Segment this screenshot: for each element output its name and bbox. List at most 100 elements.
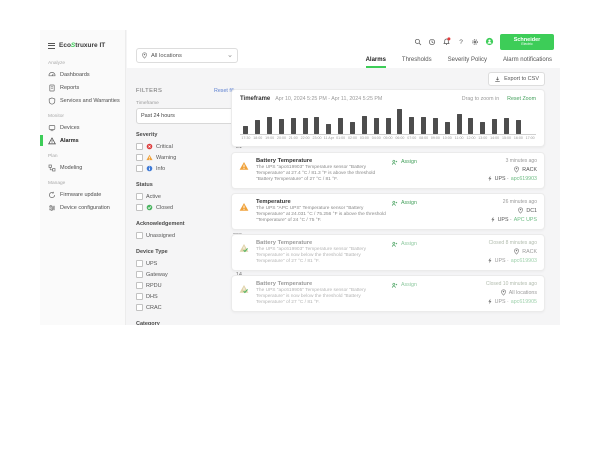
help-icon[interactable]: ? — [457, 38, 465, 46]
alarm-card[interactable]: Battery Temperature The UPS "apc619905" T… — [231, 275, 545, 312]
sidebar-item-label: Modeling — [60, 164, 83, 171]
alarm-device: UPS · apc619905 — [487, 298, 537, 305]
filter-option-ups[interactable]: UPS342 — [136, 258, 242, 269]
chart-bar-slot — [465, 117, 477, 134]
assign-label: Assign — [401, 241, 417, 247]
chart-bar-slot — [335, 118, 347, 134]
assign-button[interactable]: Assign — [391, 199, 443, 224]
filter-option-unassigned[interactable]: Unassigned366 — [136, 230, 242, 241]
checkbox[interactable] — [136, 282, 143, 289]
checkbox[interactable] — [136, 154, 143, 161]
chart-tick-label: 20:00 — [276, 136, 286, 140]
search-icon[interactable] — [414, 38, 422, 46]
alarm-meta: 26 minutes ago DC1 UPS · APC UPS — [447, 199, 537, 224]
alarm-location: DC1 — [517, 207, 537, 214]
alarm-timestamp: Closed 8 minutes ago — [488, 240, 537, 246]
sidebar-item-devices[interactable]: Devices — [40, 121, 125, 134]
chart-bar — [515, 119, 521, 134]
reset-zoom-link[interactable]: Reset Zoom — [507, 96, 536, 102]
filter-option-label: Active — [146, 193, 161, 200]
assign-button[interactable]: Assign — [391, 281, 443, 306]
sidebar-item-firmware-update[interactable]: Firmware update — [40, 188, 125, 201]
history-icon[interactable] — [428, 38, 436, 46]
chart-bar — [444, 122, 450, 134]
filter-option-warning[interactable]: Warning191 — [136, 152, 242, 163]
checkbox[interactable] — [136, 293, 143, 300]
schneider-electric-logo[interactable]: Schneider Electric — [500, 34, 554, 50]
filter-option-label: Critical — [156, 143, 173, 150]
alarm-card[interactable]: Battery Temperature The UPS "apc619903" T… — [231, 234, 545, 271]
filter-option-active[interactable]: Active14 — [136, 191, 242, 202]
checkbox[interactable] — [136, 204, 143, 211]
sidebar-item-label: Device configuration — [60, 204, 110, 211]
filter-option-critical[interactable]: Critical81 — [136, 141, 242, 152]
download-icon — [494, 76, 501, 83]
alarm-activity-chart[interactable] — [240, 107, 536, 135]
filter-option-label: DHS — [146, 293, 158, 300]
reset-filters-link[interactable]: Reset filters — [214, 88, 242, 94]
filter-option-label: Gateway — [146, 271, 168, 278]
checkbox[interactable] — [136, 271, 143, 278]
filter-option-closed[interactable]: Closed352 — [136, 202, 242, 213]
chart-bar — [267, 116, 273, 134]
tab-alarm-notifications[interactable]: Alarm notifications — [502, 57, 552, 63]
location-selector[interactable]: All locations — [136, 48, 238, 63]
checkbox[interactable] — [136, 165, 143, 172]
chart-bar — [503, 118, 509, 134]
sidebar-item-device-configuration[interactable]: Device configuration — [40, 201, 125, 214]
checkbox[interactable] — [136, 143, 143, 150]
filter-option-gateway[interactable]: Gateway 14 — [136, 269, 242, 280]
alarms-icon — [48, 136, 56, 145]
alarm-card[interactable]: Battery Temperature The UPS "apc619903" T… — [231, 152, 545, 189]
sidebar-item-reports[interactable]: Reports — [40, 81, 125, 94]
filter-option-info[interactable]: Info94 — [136, 163, 242, 174]
alarm-device-type: UPS · — [497, 216, 512, 223]
hamburger-menu-icon[interactable] — [48, 41, 55, 50]
chart-bar-slot — [382, 117, 394, 134]
chart-tick-label: 15:00 — [501, 136, 511, 140]
timeframe-select[interactable]: Past 24 hours — [136, 108, 242, 124]
bolt-icon — [487, 175, 493, 182]
assign-button[interactable]: Assign — [391, 240, 443, 265]
alarm-device-link[interactable]: apc619903 — [510, 175, 537, 182]
tab-thresholds[interactable]: Thresholds — [401, 57, 432, 63]
filter-option-dhs[interactable]: DHS4 — [136, 291, 242, 302]
chart-tick-label: 11 Apr — [323, 136, 334, 140]
assign-button[interactable]: Assign — [391, 158, 443, 183]
filter-group-label: Severity — [136, 132, 158, 138]
tab-severity-policy[interactable]: Severity Policy — [447, 57, 487, 63]
checkbox[interactable] — [136, 260, 143, 267]
chart-tick-label: 05:00 — [383, 136, 393, 140]
notifications-icon[interactable] — [442, 37, 451, 46]
settings-icon[interactable] — [471, 38, 479, 46]
chart-bar — [290, 117, 296, 134]
filter-option-label: CRAC — [146, 304, 162, 311]
chart-bar-slot — [347, 121, 359, 134]
filter-option-crac[interactable]: CRAC1 — [136, 302, 242, 313]
avatar[interactable] — [485, 37, 494, 46]
alarm-title: Battery Temperature — [256, 281, 313, 287]
tab-alarms[interactable]: Alarms — [365, 57, 386, 68]
chart-bar — [350, 121, 356, 134]
alarm-device-link[interactable]: apc619905 — [510, 298, 537, 305]
alarm-description: The UPS "APC UPS" Temperature sensor "Ba… — [256, 206, 386, 223]
assign-person-icon — [391, 241, 398, 248]
sidebar-item-modeling[interactable]: Modeling — [40, 161, 125, 174]
checkbox[interactable] — [136, 304, 143, 311]
alarm-device-link[interactable]: apc619903 — [510, 257, 537, 264]
sidebar-item-dashboards[interactable]: Dashboards — [40, 68, 125, 81]
assign-label: Assign — [401, 200, 417, 206]
sidebar-item-services-and-warranties[interactable]: Services and Warranties — [40, 94, 125, 107]
chart-bar-slot — [418, 117, 430, 134]
alarm-device-link[interactable]: APC UPS — [513, 216, 537, 223]
export-csv-button[interactable]: Export to CSV — [488, 72, 545, 86]
alarm-card[interactable]: Temperature The UPS "APC UPS" Temperature… — [231, 193, 545, 230]
checkbox[interactable] — [136, 232, 143, 239]
sidebar-item-alarms[interactable]: Alarms — [40, 134, 125, 147]
filter-option-rpdu[interactable]: RPDU5 — [136, 280, 242, 291]
alarm-location: RACK — [513, 248, 537, 255]
chart-bar — [421, 117, 427, 134]
filter-groups: Severity Critical81Warning191Info94 Status… — [136, 132, 242, 325]
checkbox[interactable] — [136, 193, 143, 200]
chart-bar — [409, 116, 415, 134]
